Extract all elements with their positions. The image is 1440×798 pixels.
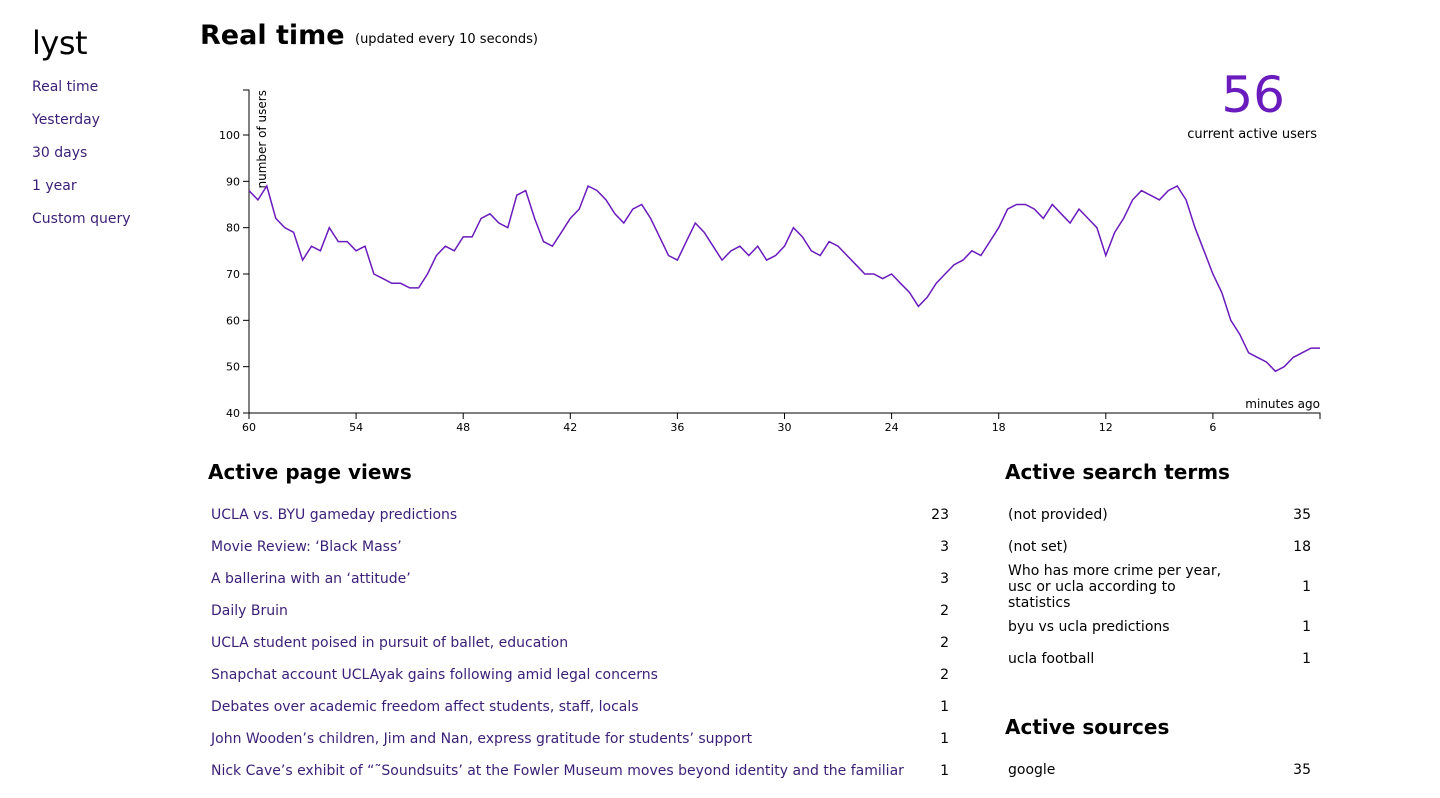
table-row[interactable]: Nick Cave’s exhibit of “˜Soundsuits’ at … [211,755,949,787]
row-label[interactable]: John Wooden’s children, Jim and Nan, exp… [211,731,753,747]
y-tick-label: 50 [226,361,240,374]
nav-1-year[interactable]: 1 year [32,178,77,194]
table-row: (not provided) 35 [1008,499,1311,531]
row-label[interactable]: Debates over academic freedom affect stu… [211,699,639,715]
row-count: 3 [940,539,949,555]
row-count: 1 [940,731,949,747]
x-tick-label: 54 [349,421,363,434]
table-row[interactable]: UCLA vs. BYU gameday predictions 23 [211,499,949,531]
table-row[interactable]: Daily Bruin 2 [211,595,949,627]
y-tick-label: 90 [226,175,240,188]
row-count: 1 [940,763,949,779]
brand-logo: lyst [32,24,88,62]
x-tick-label: 18 [992,421,1006,434]
table-row: ucla football 1 [1008,643,1311,675]
table-row[interactable]: UCLA student poised in pursuit of ballet… [211,627,949,659]
row-label: (not set) [1008,539,1068,555]
x-tick-label: 36 [670,421,684,434]
row-count: 2 [940,635,949,651]
row-label: byu vs ucla predictions [1008,619,1170,635]
row-label[interactable]: Movie Review: ‘Black Mass’ [211,539,402,555]
row-label[interactable]: Nick Cave’s exhibit of “˜Soundsuits’ at … [211,763,904,779]
x-tick-label: 60 [242,421,256,434]
row-count: 23 [931,507,949,523]
row-count: 1 [1302,619,1311,635]
search-terms-table: (not provided) 35 (not set) 18 Who has more … [1008,499,1311,675]
table-row[interactable]: Debates over academic freedom affect stu… [211,691,949,723]
row-label[interactable]: A ballerina with an ‘attitude’ [211,571,411,587]
row-count: 35 [1293,762,1311,778]
x-tick-label: 30 [778,421,792,434]
table-row: (not set) 18 [1008,531,1311,563]
x-tick-label: 24 [885,421,899,434]
y-axis: 40 50 60 70 80 90 100 [219,89,250,420]
y-axis-label: number of users [255,90,269,188]
row-label[interactable]: UCLA student poised in pursuit of ballet… [211,635,569,651]
row-count: 2 [940,667,949,683]
table-row[interactable]: A ballerina with an ‘attitude’ 3 [211,563,949,595]
row-label[interactable]: Daily Bruin [211,603,288,619]
sources-title: Active sources [1005,715,1170,739]
y-tick-label: 60 [226,314,240,327]
page-subtitle: (updated every 10 seconds) [355,32,539,47]
row-label: (not provided) [1008,507,1108,523]
table-row[interactable]: John Wooden’s children, Jim and Nan, exp… [211,723,949,755]
row-label[interactable]: Snapchat account UCLAyak gains following… [211,667,658,683]
table-row: byu vs ucla predictions 1 [1008,611,1311,643]
x-tick-label: 12 [1099,421,1113,434]
row-label: Who has more crime per year, usc or ucla… [1008,563,1222,611]
y-tick-label: 70 [226,268,240,281]
row-count: 1 [940,699,949,715]
x-axis: 60 54 48 42 36 30 24 18 12 6 [242,412,1321,434]
active-users-count: 56 [1221,66,1285,124]
table-row: google 35 [1008,754,1311,786]
x-tick-label: 42 [563,421,577,434]
sources-table: google 35 [1008,754,1311,786]
nav-30-days[interactable]: 30 days [32,145,88,161]
x-axis-label: minutes ago [1245,397,1320,411]
nav-custom-query[interactable]: Custom query [32,211,131,227]
x-tick-label: 6 [1209,421,1216,434]
row-count: 1 [1302,651,1311,667]
row-count: 2 [940,603,949,619]
table-row: Who has more crime per year, usc or ucla… [1008,563,1311,611]
row-label[interactable]: UCLA vs. BYU gameday predictions [211,507,458,523]
page-views-table: UCLA vs. BYU gameday predictions 23 Movie … [211,499,949,787]
y-tick-label: 40 [226,407,240,420]
sidebar-nav: Real time Yesterday 30 days 1 year Custo… [32,78,131,243]
page-title: Real time [200,20,345,51]
y-tick-label: 80 [226,222,240,235]
nav-real-time[interactable]: Real time [32,79,99,95]
x-tick-label: 48 [456,421,470,434]
page-views-title: Active page views [208,460,412,484]
row-count: 18 [1293,539,1311,555]
search-terms-title: Active search terms [1005,460,1230,484]
row-label: ucla football [1008,651,1095,667]
table-row[interactable]: Snapchat account UCLAyak gains following… [211,659,949,691]
realtime-users-chart: 40 50 60 70 80 90 100 60 54 48 42 36 30 24 18 12 6 numb… [219,89,1321,434]
y-axis-line [243,89,250,414]
table-row[interactable]: Movie Review: ‘Black Mass’ 3 [211,531,949,563]
row-count: 3 [940,571,949,587]
active-users-label: current active users [1187,127,1317,142]
y-tick-label: 100 [219,129,240,142]
nav-yesterday[interactable]: Yesterday [32,112,100,128]
users-series-line [248,184,1320,373]
row-count: 1 [1302,579,1311,595]
row-label: google [1008,762,1056,778]
row-count: 35 [1293,507,1311,523]
